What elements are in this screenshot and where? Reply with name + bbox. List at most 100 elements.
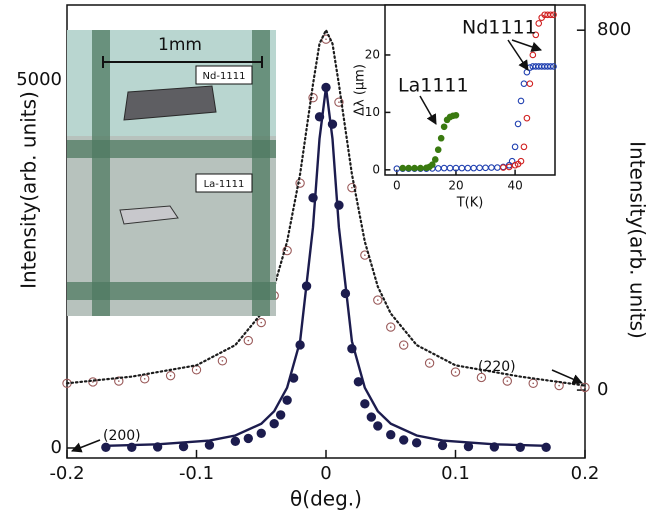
x-axis-label: T(K)	[456, 196, 484, 211]
data-point	[547, 11, 554, 19]
data-point	[511, 143, 519, 151]
data-point	[256, 317, 266, 328]
sample-label: La-1111	[204, 179, 245, 190]
data-point	[517, 157, 525, 165]
data-point	[275, 410, 286, 420]
data-point	[517, 97, 525, 105]
data-point	[511, 161, 519, 169]
data-point	[269, 419, 279, 429]
point-dot	[195, 369, 198, 371]
data-point	[282, 395, 292, 405]
point-dot	[389, 326, 392, 328]
x-tick-label: 0	[320, 463, 331, 484]
data-point	[580, 382, 590, 393]
fit-line	[104, 87, 548, 447]
data-point	[424, 358, 435, 368]
point-dot	[299, 182, 301, 184]
point-dot	[584, 386, 586, 389]
point-dot	[143, 378, 146, 380]
point-dot	[364, 254, 366, 256]
series-label: (220)	[478, 359, 516, 375]
y2-axis-label: Intensity(arb. units)	[626, 141, 650, 339]
point-dot	[118, 380, 120, 382]
data-point	[434, 146, 442, 154]
data-point	[399, 340, 409, 350]
data-point	[437, 440, 448, 451]
crystal	[123, 85, 217, 121]
series-label: (200)	[103, 428, 141, 444]
label-arrow	[71, 439, 101, 453]
data-point	[417, 164, 424, 172]
data-point	[523, 114, 531, 122]
data-point	[550, 11, 557, 19]
data-point	[452, 111, 460, 119]
data-point	[505, 163, 513, 171]
point-dot	[558, 384, 560, 387]
mesh-line	[67, 140, 276, 158]
data-point	[347, 182, 357, 193]
data-point	[431, 156, 439, 163]
data-point	[476, 372, 487, 383]
main-chart: -0.2 -0.1 0 0.1 0.2 0 5000 0 800 θ(deg.) Intensity…	[16, 4, 650, 511]
point-dot	[221, 360, 224, 362]
x-tick-label: 40	[507, 178, 522, 192]
point-dot	[532, 382, 534, 385]
y2-tick-label: 0	[597, 379, 608, 400]
data-point	[204, 440, 215, 450]
label-arrow	[511, 39, 542, 52]
point-dot	[260, 321, 263, 324]
data-point	[440, 123, 448, 131]
point-dot	[312, 96, 314, 99]
data-point	[450, 367, 461, 377]
data-point	[526, 80, 534, 87]
point-dot	[402, 344, 405, 346]
data-point	[520, 143, 528, 151]
point-dot	[428, 362, 431, 364]
photo-inset: 1mm Nd-1111 La-1111	[67, 30, 276, 316]
y-axis-label: Δλ (μm)	[353, 64, 368, 116]
y-axis-label: Intensity(arb. units)	[17, 91, 41, 289]
mesh-line	[252, 30, 270, 316]
series-label: La1111	[398, 75, 469, 97]
label-arrow	[507, 39, 529, 71]
point-dot	[480, 376, 483, 379]
point-dot	[506, 380, 509, 382]
data-point	[411, 164, 418, 172]
data-point	[547, 63, 554, 70]
point-dot	[286, 249, 288, 252]
mesh-line	[67, 282, 276, 300]
data-point	[550, 63, 557, 70]
x-tick-label: -0.2	[49, 463, 84, 484]
mesh-line	[92, 30, 110, 316]
y2-tick-label: 800	[597, 19, 631, 40]
data-point	[360, 399, 370, 409]
data-point	[405, 164, 412, 172]
data-point	[114, 376, 124, 386]
data-point	[532, 31, 540, 39]
data-point	[535, 20, 543, 27]
data-point	[399, 164, 407, 172]
point-dot	[377, 299, 379, 301]
data-point	[334, 97, 344, 107]
point-dot	[92, 381, 94, 383]
x-tick-label: 0.1	[441, 463, 470, 484]
data-point	[373, 421, 383, 431]
data-point	[386, 430, 396, 440]
fit-line	[65, 27, 587, 387]
data-point	[165, 370, 176, 381]
data-point	[282, 245, 292, 256]
data-point	[437, 134, 445, 142]
data-point	[541, 442, 551, 452]
point-dot	[169, 374, 172, 377]
x-tick-label: 20	[448, 178, 463, 192]
data-point	[373, 295, 383, 305]
data-point	[502, 376, 512, 386]
data-point	[399, 435, 409, 445]
y-tick-label: 10	[365, 105, 380, 119]
data-point	[243, 335, 253, 346]
data-point	[428, 161, 436, 168]
point-dot	[247, 339, 250, 342]
data-point	[88, 377, 98, 387]
